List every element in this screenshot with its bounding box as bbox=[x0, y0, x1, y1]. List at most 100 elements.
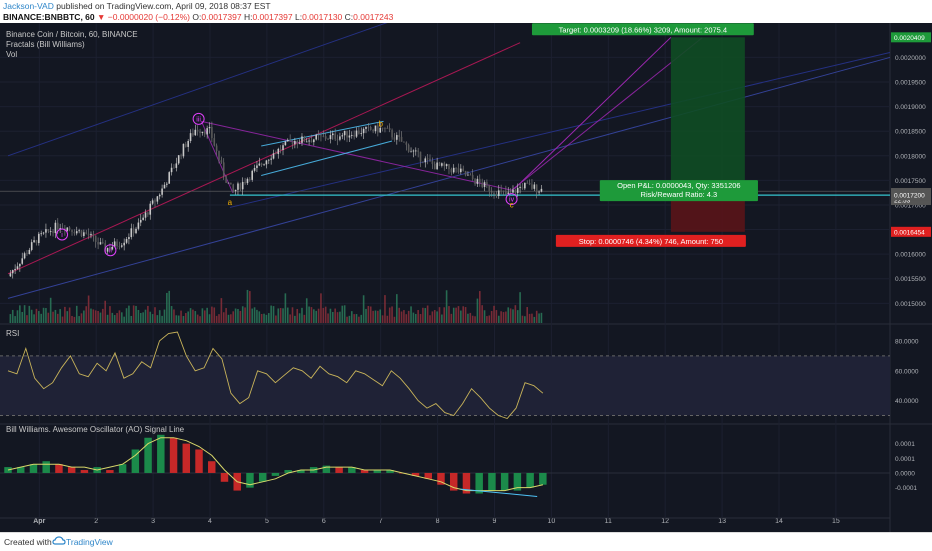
volume-bar bbox=[346, 316, 348, 323]
volume-bar bbox=[125, 308, 128, 323]
volume-bar bbox=[227, 314, 230, 323]
volume-bar bbox=[286, 307, 289, 323]
candle-body bbox=[33, 240, 35, 243]
ao-bar bbox=[411, 472, 420, 476]
volume-bar bbox=[509, 308, 512, 323]
candle-body bbox=[158, 194, 161, 197]
candle-body bbox=[87, 233, 90, 236]
candle-body bbox=[23, 253, 26, 259]
close-value: 0.0017243 bbox=[353, 12, 394, 22]
candle-body bbox=[467, 174, 469, 176]
volume-bar bbox=[232, 311, 235, 323]
candle-body bbox=[384, 127, 386, 129]
volume-bar bbox=[21, 311, 24, 323]
candle-body bbox=[538, 191, 540, 193]
volume-bar bbox=[483, 310, 486, 323]
x-tick-label: 14 bbox=[775, 518, 783, 525]
volume-bar bbox=[519, 292, 521, 323]
ao-bar bbox=[195, 449, 203, 473]
volume-bar bbox=[142, 312, 144, 323]
volume-bar bbox=[244, 307, 246, 323]
volume-bar bbox=[225, 308, 227, 323]
volume-bar bbox=[111, 312, 114, 323]
volume-bar bbox=[54, 309, 57, 323]
candle-body bbox=[194, 129, 197, 136]
candle-body bbox=[144, 212, 147, 218]
volume-bar bbox=[158, 310, 161, 323]
chart-svg[interactable]: Target: 0.0003209 (18.66%) 3209, Amount:… bbox=[0, 0, 932, 532]
candle-body bbox=[478, 178, 481, 183]
candle-body bbox=[94, 235, 97, 242]
price-tag: 0.0017200 bbox=[894, 193, 925, 200]
ao-bar bbox=[220, 472, 229, 482]
volume-bar bbox=[424, 308, 427, 323]
candle-body bbox=[483, 182, 486, 187]
candle-body bbox=[386, 128, 389, 129]
candle-body bbox=[493, 192, 495, 195]
volume-bar bbox=[348, 315, 351, 323]
candle-body bbox=[377, 125, 379, 133]
volume-bar bbox=[187, 311, 189, 323]
candle-body bbox=[151, 200, 154, 204]
candle-body bbox=[21, 258, 24, 264]
author-link[interactable]: Jackson-VAD bbox=[3, 1, 54, 11]
candle-body bbox=[230, 182, 232, 185]
volume-bar bbox=[358, 316, 360, 323]
chart-area[interactable]: Target: 0.0003209 (18.66%) 3209, Amount:… bbox=[0, 0, 932, 532]
y-tick-label: 0.0018500 bbox=[895, 129, 926, 136]
candle-body bbox=[476, 178, 479, 185]
wave-label: iv bbox=[509, 197, 515, 204]
candle-body bbox=[156, 196, 159, 202]
candle-body bbox=[113, 241, 116, 247]
candle-body bbox=[59, 228, 61, 229]
volume-bar bbox=[540, 312, 543, 323]
candle-body bbox=[125, 239, 128, 243]
candle-body bbox=[417, 150, 419, 152]
tradingview-brand-link[interactable]: TradingView bbox=[66, 537, 113, 547]
candle-body bbox=[303, 136, 306, 142]
candle-body bbox=[355, 130, 358, 137]
volume-bar bbox=[272, 306, 275, 323]
wave-label: ii bbox=[109, 248, 113, 255]
volume-bar bbox=[163, 309, 166, 323]
candle-body bbox=[189, 133, 192, 141]
published-text: published on TradingView.com, April 09, … bbox=[56, 1, 271, 11]
volume-bar bbox=[239, 310, 242, 323]
volume-bar bbox=[308, 306, 310, 323]
volume-bar bbox=[38, 311, 40, 323]
candle-body bbox=[14, 268, 16, 271]
candle-body bbox=[220, 160, 223, 163]
volume-bar bbox=[431, 311, 434, 323]
volume-bar bbox=[289, 314, 291, 323]
candle-body bbox=[28, 249, 31, 255]
candle-body bbox=[135, 228, 137, 234]
volume-bar bbox=[429, 315, 431, 323]
candle-body bbox=[358, 130, 360, 134]
volume-bar bbox=[94, 310, 97, 323]
tradingview-cloud-icon bbox=[52, 536, 66, 545]
candle-body bbox=[80, 230, 83, 237]
candle-body bbox=[521, 186, 524, 189]
volume-bar bbox=[438, 307, 441, 323]
ao-bar bbox=[360, 470, 369, 473]
volume-bar bbox=[208, 314, 211, 323]
abc-label: b bbox=[378, 119, 383, 128]
volume-bar bbox=[324, 306, 327, 323]
volume-bar bbox=[313, 309, 315, 323]
candle-body bbox=[339, 136, 341, 140]
candle-body bbox=[16, 266, 19, 269]
volume-bar bbox=[341, 305, 344, 323]
candle-body bbox=[42, 232, 45, 234]
y-tick-label: 0.0020000 bbox=[895, 55, 926, 62]
candle-body bbox=[450, 169, 453, 173]
volume-bar bbox=[284, 293, 287, 323]
candle-body bbox=[301, 136, 303, 143]
candle-body bbox=[130, 228, 133, 238]
x-tick-label: 9 bbox=[493, 518, 497, 525]
volume-bar bbox=[211, 306, 213, 323]
volume-bar bbox=[505, 311, 507, 323]
ao-bar bbox=[386, 470, 394, 473]
candle-body bbox=[35, 240, 38, 244]
candle-body bbox=[535, 184, 538, 193]
symbol-label: BINANCE:BNBBTC, 60 bbox=[3, 12, 95, 22]
